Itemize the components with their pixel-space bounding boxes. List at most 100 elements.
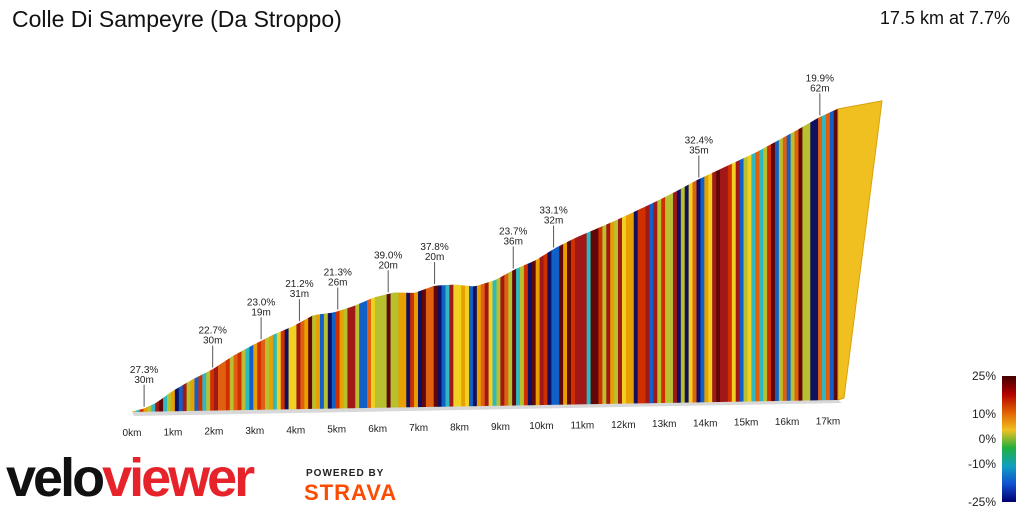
annotation-grade: 32.4%	[685, 136, 713, 147]
gradient-stripe	[618, 217, 623, 405]
gradient-stripe	[335, 310, 341, 409]
distance-tick-label: 16km	[775, 417, 799, 428]
gradient-stripe	[476, 284, 482, 407]
gradient-stripe	[637, 208, 643, 404]
gradient-stripe	[217, 362, 223, 411]
gradient-stripe	[280, 329, 286, 410]
gradient-stripe	[457, 284, 462, 407]
profile-end-face	[837, 100, 883, 401]
climb-summary: 17.5 km at 7.7%	[879, 8, 1010, 28]
gradient-stripe	[327, 312, 333, 409]
gradient-stripe	[308, 315, 313, 410]
annotation-length: 20m	[425, 252, 444, 263]
gradient-stripe	[704, 174, 709, 403]
gradient-stripe	[712, 170, 717, 403]
distance-tick-label: 14km	[693, 418, 717, 429]
gradient-stripe	[519, 265, 525, 406]
annotation-length: 62m	[810, 83, 829, 94]
gradient-stripe	[539, 254, 545, 406]
gradient-stripe	[567, 239, 572, 405]
gradient-stripe	[492, 279, 498, 407]
gradient-stripe	[574, 236, 580, 405]
gradient-stripe	[394, 292, 400, 408]
gradient-stripe	[425, 287, 431, 408]
distance-tick-label: 17km	[816, 416, 840, 427]
gradient-stripe	[778, 137, 784, 402]
gradient-stripe	[806, 122, 811, 401]
profile-floor	[132, 400, 842, 416]
gradient-stripe	[421, 288, 427, 408]
gradient-stripe	[406, 292, 411, 408]
gradient-stripe	[480, 283, 486, 407]
annotation-length: 30m	[203, 336, 222, 347]
page-title: Colle Di Sampeyre (Da Stroppo)	[12, 6, 342, 32]
gradient-stripe	[500, 274, 505, 407]
gradient-stripe	[551, 247, 556, 406]
gradient-stripe	[641, 206, 647, 404]
gradient-stripe	[610, 220, 615, 405]
gradient-stripe	[359, 301, 364, 409]
gradient-stripe	[586, 231, 592, 405]
gradient-stripe	[829, 110, 835, 401]
gradient-stripe	[143, 406, 148, 413]
distance-axis: 0km 1km 2km 3km 4km 5km 6km 7km 8km 9km 10km 11km 12…	[123, 416, 841, 439]
gradient-stripe	[633, 209, 639, 404]
steep-section-annotation: 27.3%30m	[130, 365, 158, 407]
gradient-stripe	[629, 211, 635, 404]
gradient-stripe	[527, 261, 533, 406]
gradient-stripe	[684, 184, 690, 403]
gradient-stripe	[410, 292, 415, 408]
gradient-stripe	[272, 332, 278, 410]
annotation-length: 32m	[544, 215, 563, 226]
gradient-stripe	[139, 408, 145, 413]
gradient-stripe	[194, 376, 199, 412]
gradient-stripe	[390, 292, 396, 408]
gradient-stripe	[465, 285, 470, 407]
gradient-stripe	[268, 334, 274, 410]
gradient-stripe	[716, 168, 721, 403]
gradient-stripe	[790, 131, 796, 402]
distance-tick-label: 1km	[163, 427, 182, 438]
gradient-stripe	[594, 227, 600, 405]
gradient-stripe	[155, 400, 160, 412]
gradient-stripe	[441, 285, 447, 408]
steep-section-annotation: 19.9%62m	[806, 73, 834, 116]
gradient-legend-label: -25%	[968, 495, 996, 509]
gradient-stripe	[692, 179, 698, 403]
gradient-stripe	[249, 344, 254, 411]
gradient-stripe	[508, 270, 513, 406]
gradient-legend-label: -10%	[968, 457, 996, 471]
gradient-stripe	[339, 309, 345, 409]
gradient-stripe	[265, 336, 270, 411]
gradient-stripe	[445, 284, 451, 407]
gradient-stripe	[284, 327, 290, 410]
gradient-stripe	[516, 266, 521, 406]
gradient-stripe	[210, 367, 215, 411]
distance-tick-label: 4km	[286, 425, 305, 436]
distance-tick-label: 10km	[529, 421, 553, 432]
gradient-stripe	[449, 284, 454, 407]
gradient-stripe	[735, 159, 741, 403]
gradient-stripe	[798, 126, 804, 401]
gradient-stripe	[759, 148, 764, 402]
distance-tick-label: 13km	[652, 419, 676, 430]
gradient-stripe	[186, 380, 192, 412]
gradient-stripe	[233, 353, 239, 411]
gradient-stripe	[669, 192, 674, 404]
gradient-legend-label: 10%	[972, 407, 996, 421]
gradient-stripe	[814, 117, 819, 401]
annotation-length: 35m	[689, 146, 708, 157]
gradient-stripe	[221, 360, 227, 411]
gradient-stripe	[190, 378, 196, 412]
gradient-stripe	[402, 292, 407, 408]
gradient-stripe	[825, 112, 831, 401]
steep-section-annotations: 27.3%30m22.7%30m23.0%19m21.2%31m21.3%26m…	[130, 73, 834, 407]
gradient-stripe	[680, 186, 686, 403]
gradient-stripe	[429, 285, 435, 408]
gradient-stripe	[751, 152, 756, 402]
gradient-stripe	[131, 410, 137, 413]
steep-section-annotation: 39.0%20m	[374, 250, 402, 293]
annotation-grade: 19.9%	[806, 73, 834, 84]
annotation-grade: 33.1%	[539, 205, 567, 216]
gradient-stripe	[696, 178, 702, 403]
